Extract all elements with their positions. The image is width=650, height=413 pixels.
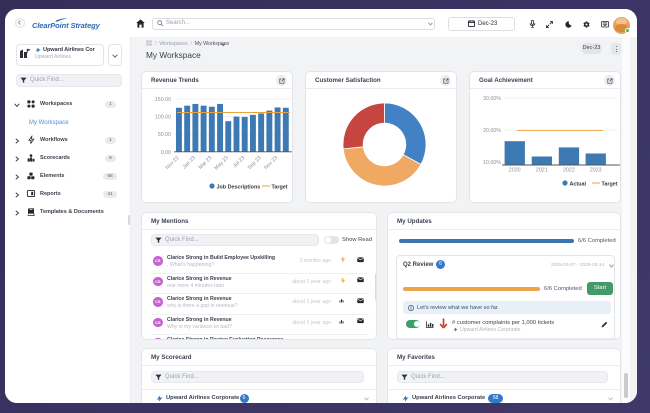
svg-text:May 23: May 23 xyxy=(213,155,229,171)
svg-text:Mar 23: Mar 23 xyxy=(198,155,214,171)
svg-text:Jul 23: Jul 23 xyxy=(232,155,246,169)
svg-text:Sep 23: Sep 23 xyxy=(247,155,263,171)
svg-text:2023: 2023 xyxy=(590,168,602,174)
svg-text:50.00: 50.00 xyxy=(158,132,171,138)
svg-text:Nov 23: Nov 23 xyxy=(263,155,279,171)
svg-text:2022: 2022 xyxy=(563,168,575,174)
svg-text:2020: 2020 xyxy=(509,168,521,174)
svg-text:Job Descriptions: Job Descriptions xyxy=(217,184,261,190)
svg-text:Nov 22: Nov 22 xyxy=(165,155,181,171)
svg-text:Actual: Actual xyxy=(570,181,587,187)
svg-text:Target: Target xyxy=(272,184,288,190)
svg-text:100.00: 100.00 xyxy=(155,115,171,121)
svg-text:30.00%: 30.00% xyxy=(483,96,501,102)
svg-text:2021: 2021 xyxy=(536,168,548,174)
svg-text:10.00%: 10.00% xyxy=(483,160,501,166)
svg-text:0.00: 0.00 xyxy=(161,150,171,156)
svg-text:20.00%: 20.00% xyxy=(483,128,501,134)
svg-text:Target: Target xyxy=(602,181,618,187)
svg-text:150.00: 150.00 xyxy=(155,97,171,103)
svg-text:Jan 23: Jan 23 xyxy=(182,155,197,170)
